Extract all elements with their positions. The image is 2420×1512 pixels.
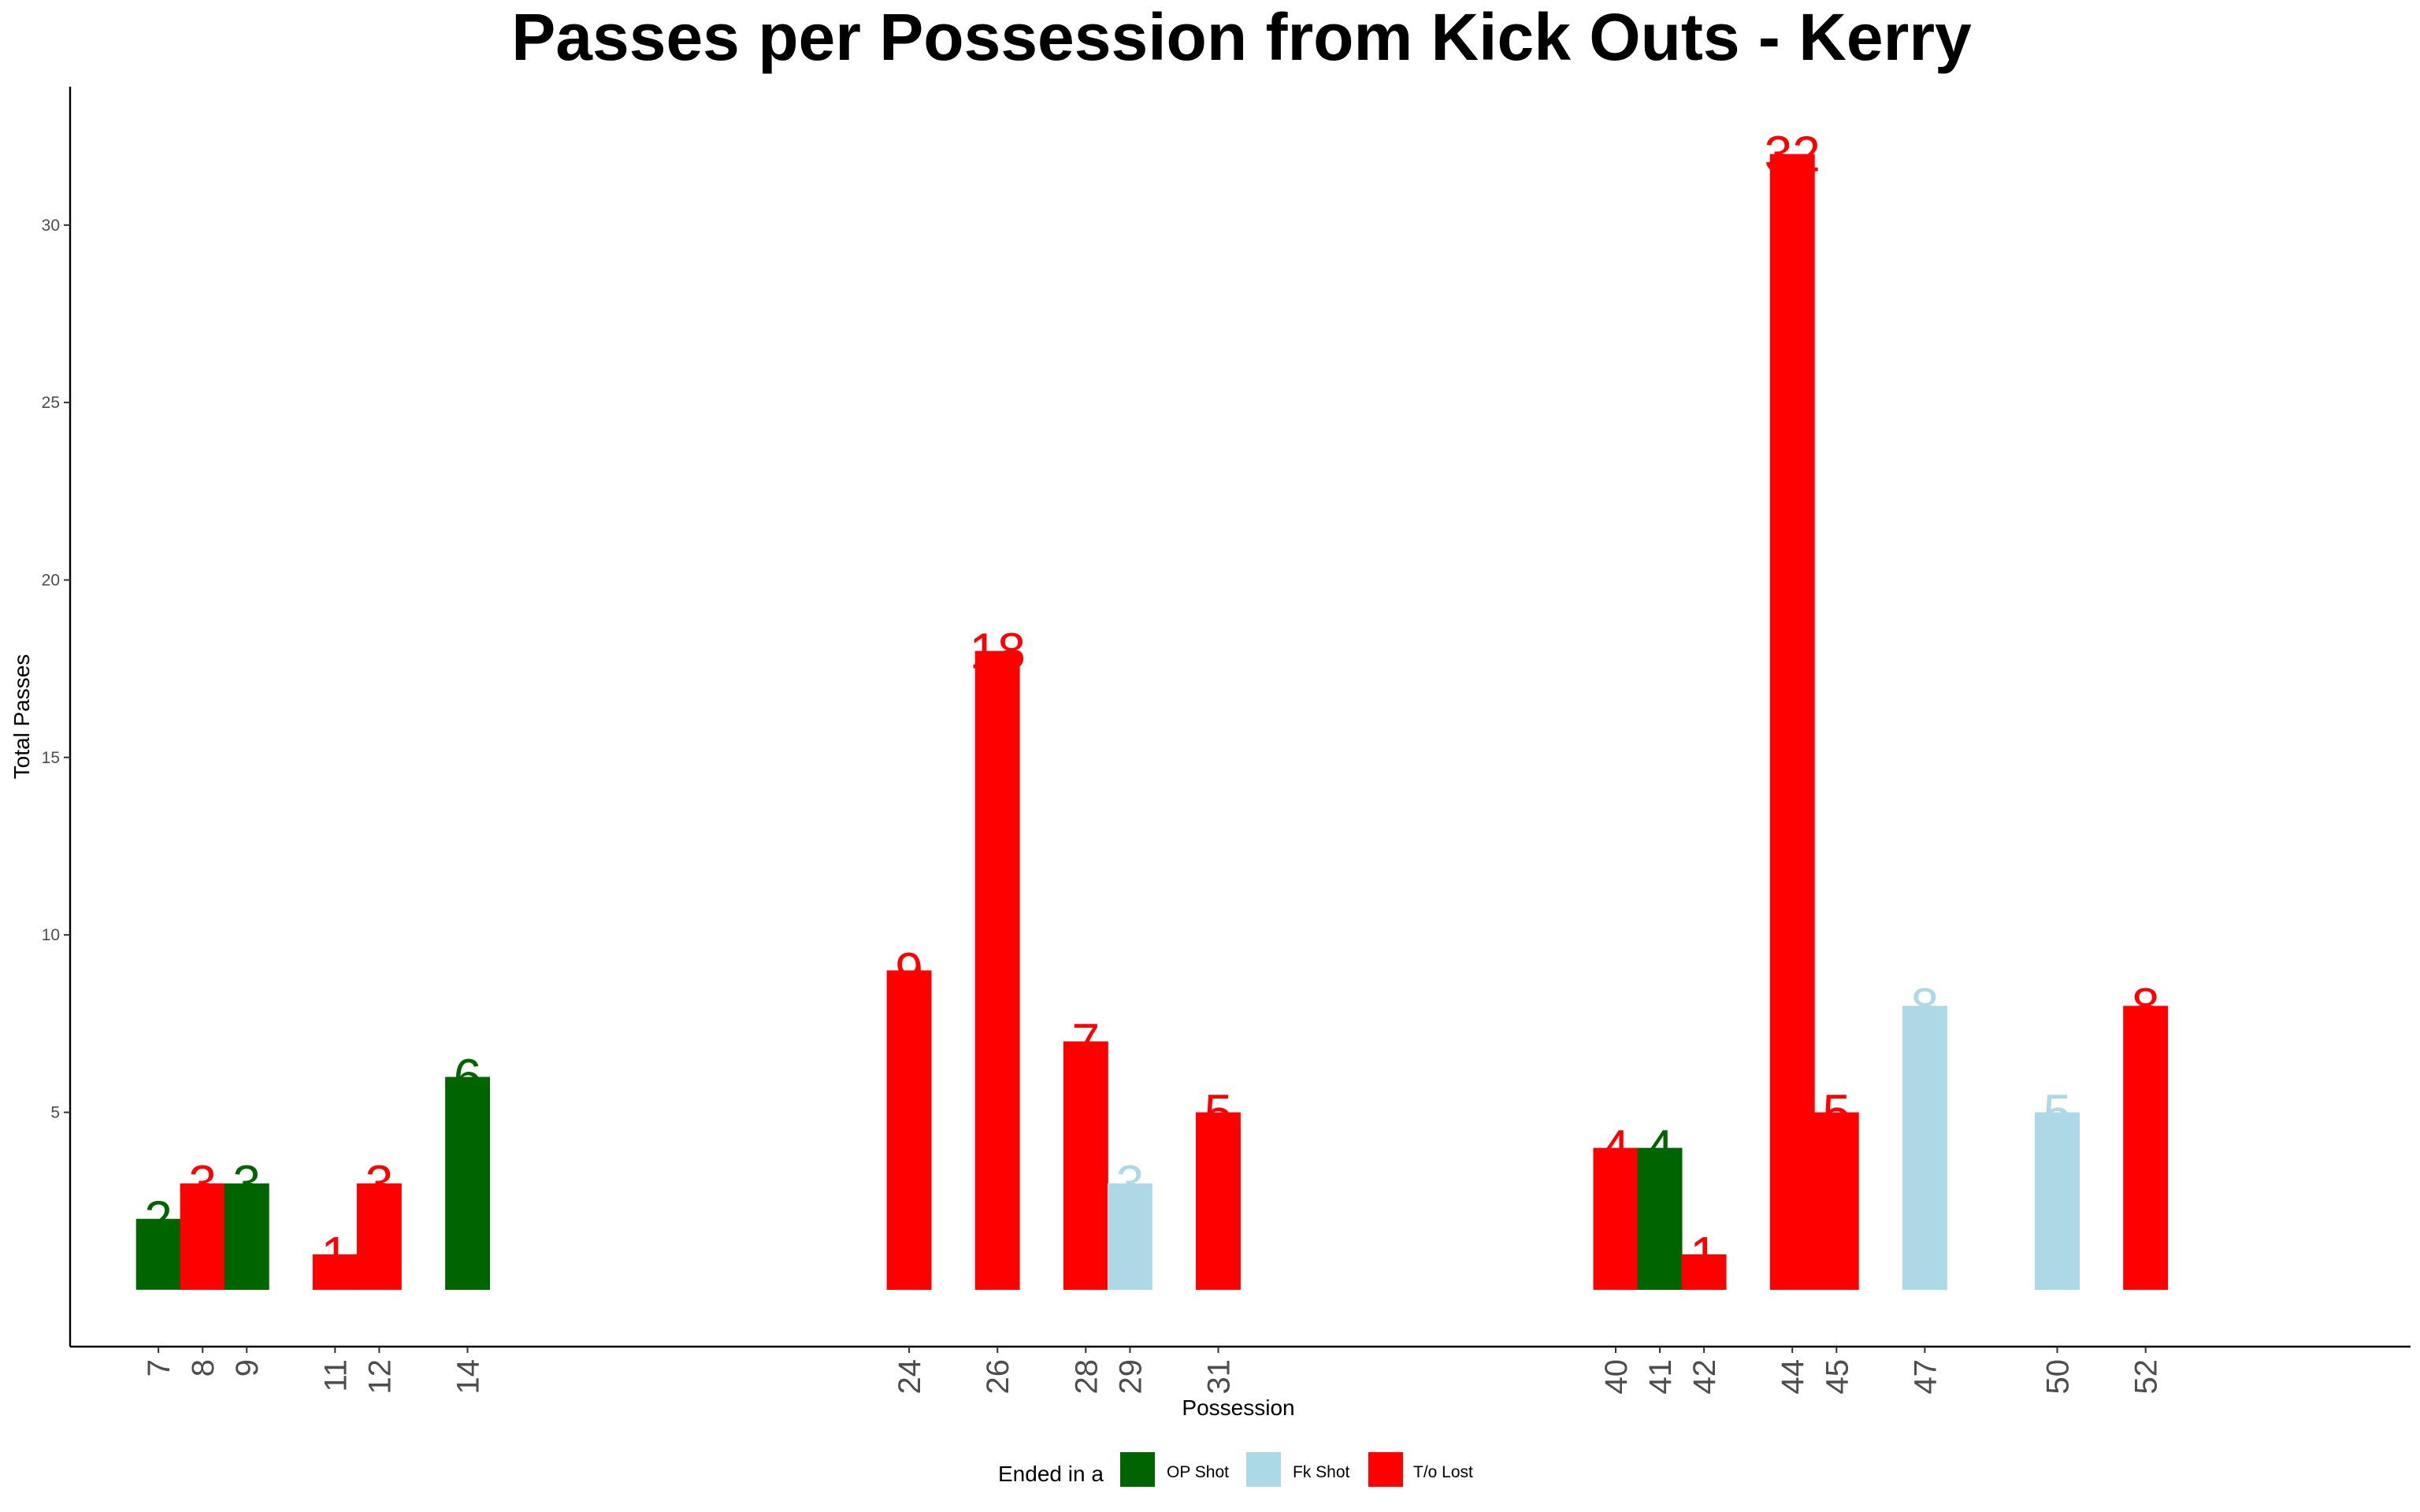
x-tick-label: 8 [186,1359,221,1377]
data-label-possession-50: 5 [2043,1084,2072,1141]
bar-possession-28 [1063,1041,1108,1290]
x-tick-label: 29 [1113,1359,1148,1395]
data-label-possession-28: 7 [1072,1013,1101,1069]
bar-possession-26 [974,650,1020,1290]
x-tick-label: 26 [981,1359,1015,1395]
bar-possession-44 [1769,154,1815,1290]
bar-possession-42 [1681,1254,1727,1290]
y-ticks-layer: 5 10 15 20 25 30 [42,217,70,1122]
bars-layer [135,154,2169,1290]
data-label-possession-11: 1 [321,1226,350,1283]
y-tick-label: 5 [50,1104,60,1122]
bar-possession-47 [1902,1006,1947,1290]
data-label-possession-42: 1 [1690,1226,1718,1283]
legend-key-1 [1246,1452,1281,1487]
data-label-possession-14: 6 [454,1049,482,1106]
x-tick-label: 28 [1069,1359,1104,1395]
data-label-possession-24: 9 [895,942,923,999]
legend-label-0: OP Shot [1167,1463,1229,1481]
x-tick-label: 50 [2041,1359,2076,1395]
data-label-possession-41: 4 [1646,1120,1674,1177]
x-tick-label: 24 [893,1359,927,1395]
data-label-possession-44: 32 [1765,126,1821,183]
chart-title: Passes per Possession from Kick Outs - K… [511,0,1972,74]
y-tick-label: 15 [42,749,60,767]
x-tick-label: 44 [1776,1359,1810,1395]
data-label-possession-31: 5 [1204,1084,1233,1141]
bar-possession-52 [2123,1006,2169,1290]
x-tick-label: 7 [142,1359,176,1377]
legend-key-2 [1368,1452,1403,1487]
legend: Ended in a OP Shot Fk Shot T/o Lost [998,1452,1473,1487]
x-tick-label: 41 [1643,1359,1678,1395]
data-label-possession-45: 5 [1823,1084,1851,1141]
bar-possession-8 [180,1183,225,1290]
data-label-possession-29: 3 [1116,1155,1145,1212]
data-label-possession-52: 8 [2132,977,2160,1034]
data-label-possession-7: 2 [144,1191,173,1247]
x-axis-title: Possession [1182,1395,1294,1420]
y-tick-label: 20 [42,572,60,590]
x-tick-label: 11 [318,1359,353,1392]
data-label-possession-47: 8 [1911,977,1939,1034]
legend-label-2: T/o Lost [1413,1463,1473,1481]
x-tick-label: 52 [2129,1359,2164,1395]
bar-possession-40 [1593,1147,1639,1290]
legend-title: Ended in a [998,1462,1104,1486]
bar-possession-45 [1813,1112,1859,1290]
x-tick-label: 42 [1687,1359,1722,1395]
bar-possession-41 [1637,1147,1683,1290]
x-ticks-layer: 7 8 9 11 12 14 24 26 28 29 31 40 41 42 44 45 47 50 52 [142,1347,2164,1395]
y-tick-label: 25 [42,394,60,412]
x-tick-label: 45 [1820,1359,1854,1395]
data-label-possession-12: 3 [366,1155,394,1212]
y-tick-label: 10 [42,926,60,944]
data-label-possession-9: 3 [232,1155,261,1212]
legend-key-0 [1120,1452,1155,1487]
x-tick-label: 9 [230,1359,265,1377]
bar-possession-29 [1107,1183,1152,1290]
bar-possession-24 [886,970,932,1290]
bar-possession-12 [356,1183,402,1290]
x-tick-label: 31 [1202,1359,1237,1395]
x-tick-label: 47 [1908,1359,1943,1395]
x-tick-label: 14 [451,1359,486,1395]
bar-possession-50 [2035,1112,2080,1290]
bar-possession-31 [1196,1112,1241,1290]
bar-possession-7 [135,1218,181,1290]
legend-label-1: Fk Shot [1293,1463,1350,1481]
x-tick-label: 12 [362,1359,397,1395]
data-label-possession-40: 4 [1602,1120,1630,1177]
x-tick-label: 40 [1599,1359,1634,1395]
bar-possession-14 [445,1077,490,1290]
bar-possession-9 [224,1183,269,1290]
y-tick-label: 30 [42,217,60,235]
data-label-possession-8: 3 [188,1155,217,1212]
bar-possession-11 [312,1254,358,1290]
data-label-possession-26: 18 [970,623,1026,680]
y-axis-title: Total Passes [9,654,34,780]
